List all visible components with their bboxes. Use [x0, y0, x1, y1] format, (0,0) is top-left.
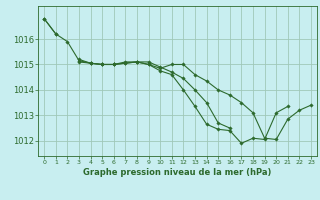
X-axis label: Graphe pression niveau de la mer (hPa): Graphe pression niveau de la mer (hPa) — [84, 168, 272, 177]
